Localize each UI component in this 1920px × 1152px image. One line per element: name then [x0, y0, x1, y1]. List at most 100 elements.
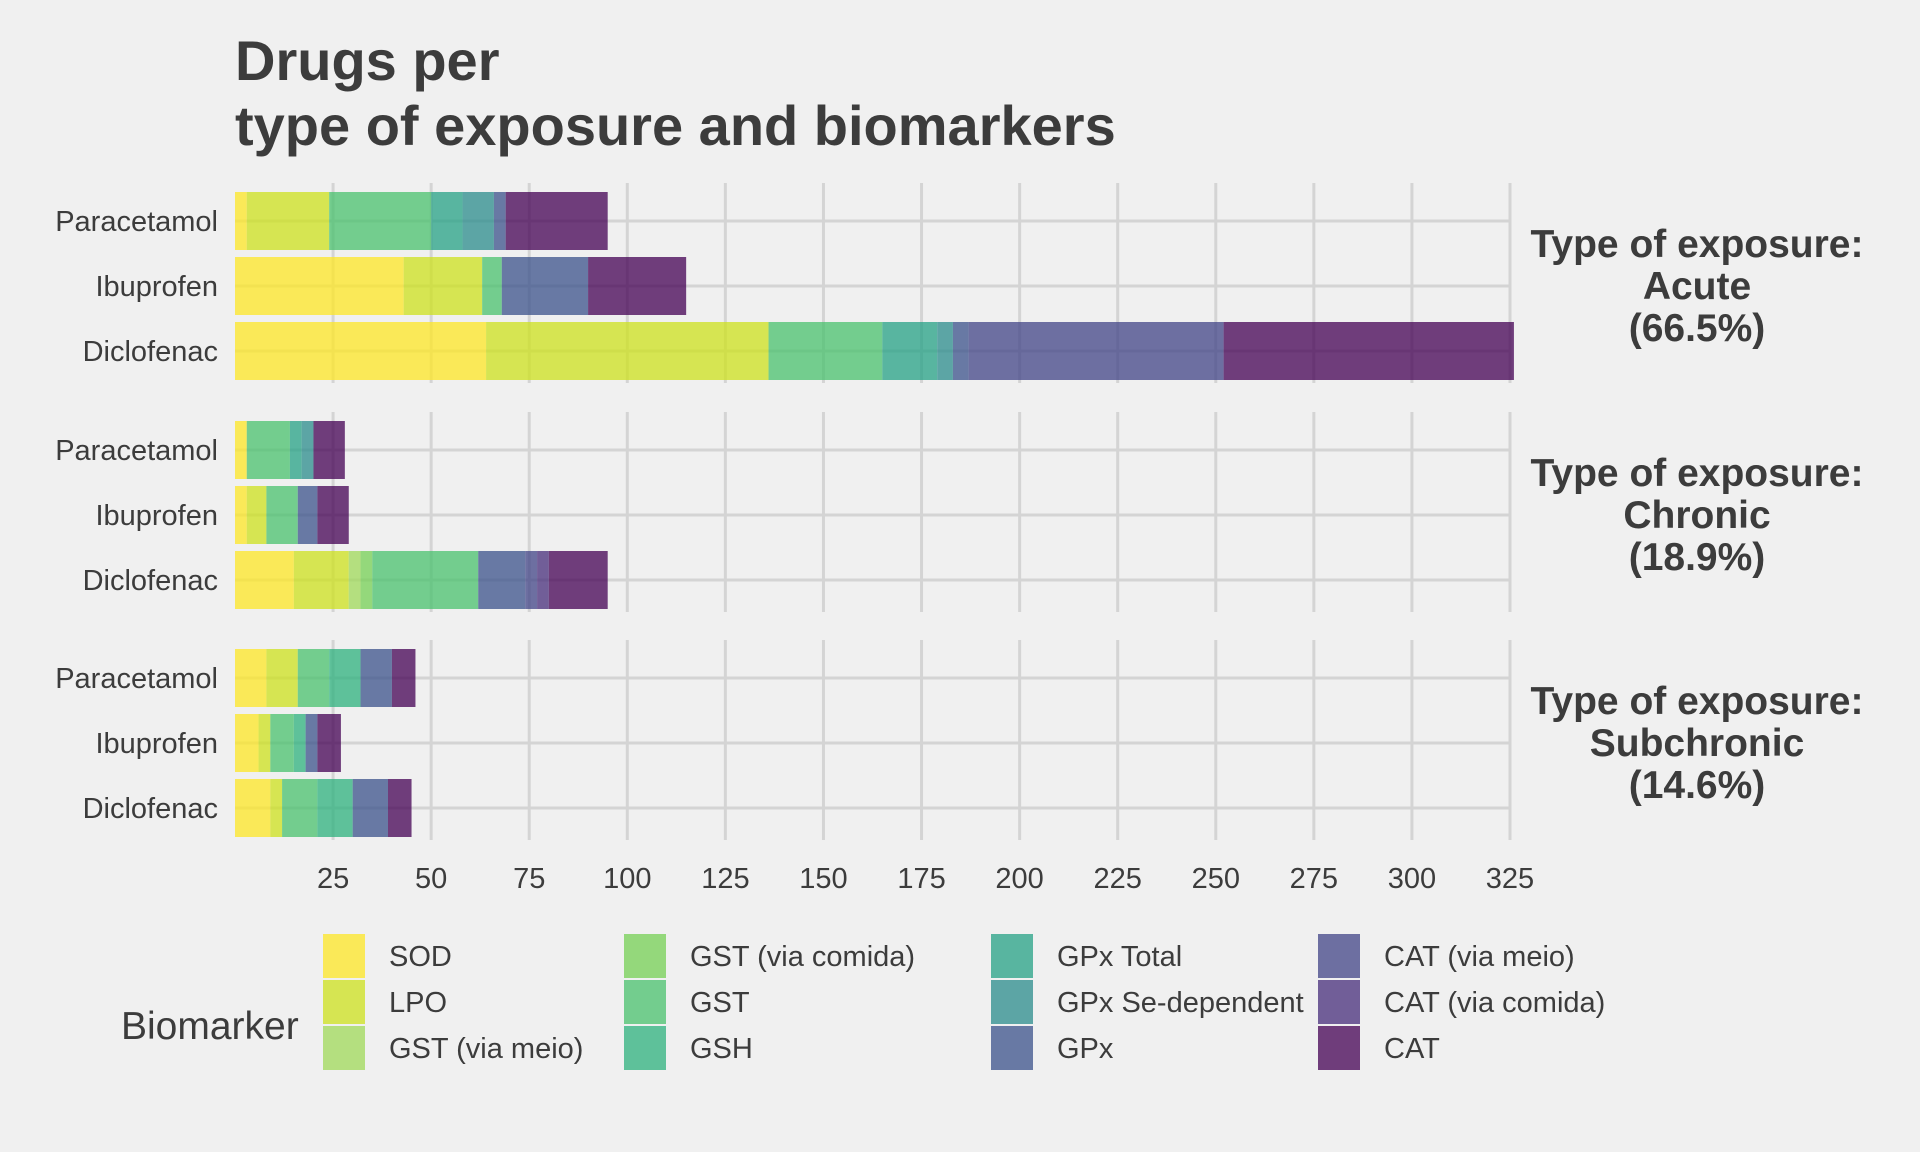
bar-segment-paracetamol-cat: [313, 421, 345, 479]
facet-label-line: Type of exposure:: [1530, 452, 1863, 495]
x-tick-label: 75: [513, 863, 545, 895]
bar-segment-ibuprofen-gst: [270, 714, 294, 772]
bar-segment-paracetamol-lpo: [266, 649, 298, 707]
bar-segment-paracetamol-gst: [329, 192, 432, 250]
category-label-paracetamol: Paracetamol: [55, 206, 218, 238]
facet-label-line: (14.6%): [1629, 764, 1766, 807]
bar-segment-diclofenac-gsh: [317, 779, 353, 837]
bar-segment-diclofenac-gst: [372, 551, 479, 609]
x-tick-label: 50: [415, 863, 447, 895]
category-label-ibuprofen: Ibuprofen: [95, 500, 218, 532]
bar-segment-ibuprofen-cat: [317, 714, 341, 772]
category-label-diclofenac: Diclofenac: [83, 565, 218, 597]
bar-segment-ibuprofen-gpx: [501, 257, 589, 315]
bar-segment-diclofenac-cat-via-meio: [968, 322, 1224, 380]
facet-label-line: Type of exposure:: [1530, 223, 1863, 266]
legend-title: Biomarker: [121, 1005, 299, 1048]
bar-segment-paracetamol-sod: [235, 421, 247, 479]
bar-segment-diclofenac-gpx-se-dependent: [937, 322, 953, 380]
legend-label-cat-via-comida: CAT (via comida): [1384, 987, 1605, 1019]
legend-swatch-cat-via-meio: [1318, 934, 1360, 978]
bar-segment-diclofenac-gst-via-meio: [348, 551, 361, 609]
bar-segment-diclofenac-cat-via-meio: [525, 551, 538, 609]
bar-segment-diclofenac-cat: [1223, 322, 1514, 380]
legend-label-gpx-se-dependent: GPx Se-dependent: [1057, 987, 1304, 1019]
legend-swatch-sod: [323, 934, 365, 978]
bar-segment-paracetamol-cat: [505, 192, 608, 250]
bar-segment-paracetamol-gpx-total: [289, 421, 302, 479]
legend-label-gsh: GSH: [690, 1033, 753, 1065]
x-tick-label: 200: [995, 863, 1043, 895]
bar-segment-diclofenac-gpx: [352, 779, 388, 837]
bar-segment-ibuprofen-sod: [235, 486, 247, 544]
bar-segment-diclofenac-gst-via-comida: [360, 551, 373, 609]
bar-segment-ibuprofen-lpo: [246, 486, 267, 544]
legend-swatch-gst-via-meio: [323, 1026, 365, 1070]
x-tick-label: 250: [1192, 863, 1240, 895]
bar-segment-ibuprofen-gpx: [305, 714, 318, 772]
legend-label-cat: CAT: [1384, 1033, 1440, 1065]
legend-swatch-lpo: [323, 980, 365, 1024]
bar-segment-diclofenac-cat-via-comida: [537, 551, 549, 609]
category-label-diclofenac: Diclofenac: [83, 793, 218, 825]
category-label-paracetamol: Paracetamol: [55, 435, 218, 467]
bar-segment-diclofenac-sod: [235, 322, 487, 380]
bar-segment-paracetamol-gpx: [360, 649, 392, 707]
x-tick-label: 25: [317, 863, 349, 895]
legend-swatch-gsh: [624, 1026, 666, 1070]
bar-segment-ibuprofen-gpx: [297, 486, 318, 544]
facet-label-line: Chronic: [1623, 494, 1770, 537]
bar-segment-paracetamol-cat: [391, 649, 416, 707]
legend-label-gpx: GPx: [1057, 1033, 1114, 1065]
bar-segment-paracetamol-gpx-total: [431, 192, 463, 250]
legend-label-lpo: LPO: [389, 987, 447, 1019]
legend-swatch-gpx: [991, 1026, 1033, 1070]
bar-segment-ibuprofen-sod: [235, 714, 259, 772]
legend-label-cat-via-meio: CAT (via meio): [1384, 941, 1575, 973]
category-label-diclofenac: Diclofenac: [83, 336, 218, 368]
bar-segment-ibuprofen-cat: [588, 257, 687, 315]
gridlines: [235, 183, 1512, 840]
x-tick-label: 225: [1093, 863, 1141, 895]
bar-segment-paracetamol-gpx: [493, 192, 506, 250]
bar-segment-diclofenac-lpo: [270, 779, 283, 837]
x-tick-label: 175: [897, 863, 945, 895]
x-tick-label: 125: [701, 863, 749, 895]
bar-segment-paracetamol-sod: [235, 192, 247, 250]
bar-segment-paracetamol-gpx-se-dependent: [462, 192, 494, 250]
legend-label-gst: GST: [690, 987, 750, 1019]
x-tick-label: 150: [799, 863, 847, 895]
legend-label-sod: SOD: [389, 941, 452, 973]
bar-segment-paracetamol-lpo: [246, 192, 330, 250]
legend-swatch-gpx-se-dependent: [991, 980, 1033, 1024]
bar-segment-paracetamol-sod: [235, 649, 267, 707]
bar-segment-ibuprofen-gst: [266, 486, 298, 544]
facet-label-line: Acute: [1643, 265, 1751, 308]
bar-segment-diclofenac-gpx: [952, 322, 969, 380]
facet-label-line: (66.5%): [1629, 307, 1766, 350]
chart-title-line-2: type of exposure and biomarkers: [235, 94, 1116, 157]
bar-segment-diclofenac-cat: [388, 779, 412, 837]
category-label-paracetamol: Paracetamol: [55, 663, 218, 695]
legend-label-gpx-total: GPx Total: [1057, 941, 1182, 973]
bar-segment-ibuprofen-gst: [482, 257, 502, 315]
legend-swatch-cat-via-comida: [1318, 980, 1360, 1024]
category-label-ibuprofen: Ibuprofen: [95, 271, 218, 303]
bar-segment-ibuprofen-lpo: [403, 257, 483, 315]
bar-segment-paracetamol-gsh: [329, 649, 361, 707]
chart-title-line-1: Drugs per: [235, 29, 500, 92]
bar-segment-diclofenac-gpx-total: [882, 322, 938, 380]
x-tick-label: 275: [1290, 863, 1338, 895]
bar-segment-diclofenac-sod: [235, 779, 271, 837]
bar-segment-paracetamol-gst: [297, 649, 330, 707]
facet-label-line: Type of exposure:: [1530, 680, 1863, 723]
facet-labels: Type of exposure:Acute(66.5%)Type of exp…: [1530, 223, 1863, 807]
bar-segment-diclofenac-sod: [235, 551, 294, 609]
bar-segment-diclofenac-lpo: [293, 551, 349, 609]
category-label-ibuprofen: Ibuprofen: [95, 728, 218, 760]
x-tick-label: 100: [603, 863, 651, 895]
facet-label-line: (18.9%): [1629, 536, 1766, 579]
bar-segment-diclofenac-lpo: [486, 322, 769, 380]
